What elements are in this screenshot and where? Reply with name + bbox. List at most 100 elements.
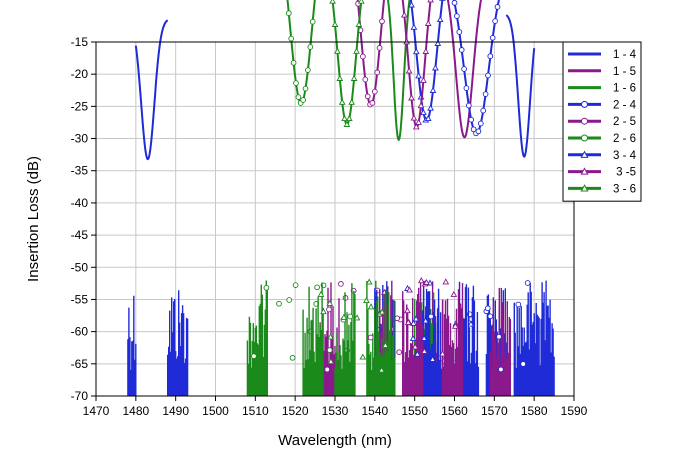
x-tick-label: 1490 (162, 404, 189, 418)
series-marker (382, 341, 389, 348)
legend-marker (580, 167, 589, 175)
series-marker (331, 20, 339, 27)
x-tick-label: 1590 (561, 404, 588, 418)
series-marker (302, 85, 309, 92)
series-marker (439, 350, 446, 357)
legend-label: 2 - 4 (613, 99, 637, 111)
series-marker (300, 97, 306, 103)
series-marker (417, 277, 425, 284)
series-marker (338, 98, 346, 105)
legend-label: 1 - 4 (613, 49, 637, 61)
y-axis: -15 -20 -25 -30 -35 -40 -45 -50 -55 -60 -65 -70 (71, 35, 96, 403)
series-marker (263, 284, 270, 291)
series-marker (487, 53, 494, 60)
series-marker (285, 10, 292, 17)
series-line (134, 19, 169, 161)
legend-marker (580, 184, 589, 192)
series-marker (374, 69, 381, 76)
series-marker (251, 353, 257, 360)
series-marker (520, 361, 527, 367)
series-marker (327, 333, 334, 340)
x-tick-label: 1470 (83, 404, 110, 418)
x-tick-label: 1480 (122, 404, 149, 418)
series-marker (410, 23, 418, 30)
series-marker (347, 313, 354, 320)
series-marker (470, 126, 477, 133)
series-marker (290, 59, 297, 66)
series-marker (403, 38, 411, 45)
series-marker (320, 308, 327, 315)
legend-label: 2 - 6 (613, 133, 636, 145)
series-marker (359, 353, 367, 360)
series-marker (458, 47, 465, 53)
y-tick-label: -35 (71, 164, 89, 178)
legend-item: 1 - 6 (568, 83, 636, 95)
legend-item: 2 - 4 (568, 99, 637, 111)
legend-label: 3 - 4 (613, 150, 637, 162)
y-tick-label: -40 (71, 196, 89, 210)
legend-item: 2 - 6 (568, 133, 636, 145)
x-tick-label: 1550 (401, 404, 428, 418)
series-marker (494, 4, 501, 10)
series-marker (454, 13, 460, 19)
series-marker (422, 317, 429, 324)
series-marker (326, 299, 334, 306)
series-marker (340, 313, 348, 320)
legend-marker (581, 117, 588, 125)
series-noise (167, 290, 189, 396)
series-marker (289, 354, 296, 361)
series-marker (482, 91, 489, 97)
series-marker (292, 282, 299, 288)
y-tick-label: -50 (71, 260, 89, 274)
series-marker (429, 86, 437, 93)
y-tick-label: -20 (71, 67, 89, 81)
series-noise (489, 287, 511, 396)
y-tick-label: -25 (71, 99, 89, 113)
legend-marker (581, 134, 588, 142)
x-tick-label: 1560 (441, 404, 468, 418)
series-marker (463, 85, 470, 91)
series-marker (408, 1, 415, 8)
series-marker (327, 357, 335, 365)
legend: 1 - 4 1 - 5 1 - 6 2 - 4 2 - 5 2 - 6 3 - 4 3 -5 3… (562, 41, 642, 202)
series-marker (524, 280, 531, 286)
series-marker (485, 72, 491, 79)
series-layer (127, 0, 555, 396)
series-marker (414, 350, 421, 357)
series-marker (305, 67, 311, 73)
series-marker (355, 20, 363, 27)
legend-item: 3 - 6 (568, 183, 636, 195)
x-axis: 1470 1480 1490 1500 1510 1520 1530 1540 1550 1560… (83, 396, 588, 418)
series-noise (246, 280, 268, 396)
series-marker (451, 322, 459, 329)
y-tick-label: -45 (71, 228, 89, 242)
series-marker (317, 290, 325, 297)
series-marker (405, 67, 413, 74)
series-marker (404, 307, 411, 314)
series-marker (420, 334, 428, 341)
x-tick-label: 1570 (481, 404, 508, 418)
series-marker (422, 47, 430, 54)
series-marker (378, 366, 385, 373)
x-tick-label: 1540 (361, 404, 388, 418)
series-marker (424, 19, 432, 26)
series-marker (288, 35, 295, 42)
series-marker (412, 123, 420, 130)
series-marker (396, 349, 403, 356)
x-tick-label: 1580 (521, 404, 548, 418)
series-marker (411, 343, 419, 350)
series-marker (293, 80, 299, 86)
series-marker (427, 0, 434, 3)
y-tick-label: -65 (71, 357, 89, 371)
series-line (387, 0, 411, 142)
series-marker (484, 305, 491, 312)
legend-item: 1 - 5 (568, 66, 636, 78)
legend-label: 2 - 5 (613, 116, 636, 128)
legend-item: 2 - 5 (568, 116, 636, 128)
series-marker (362, 76, 369, 83)
series-marker (420, 76, 427, 83)
series-marker (410, 114, 418, 121)
y-tick-label: -70 (71, 389, 89, 403)
series-marker (400, 11, 408, 18)
